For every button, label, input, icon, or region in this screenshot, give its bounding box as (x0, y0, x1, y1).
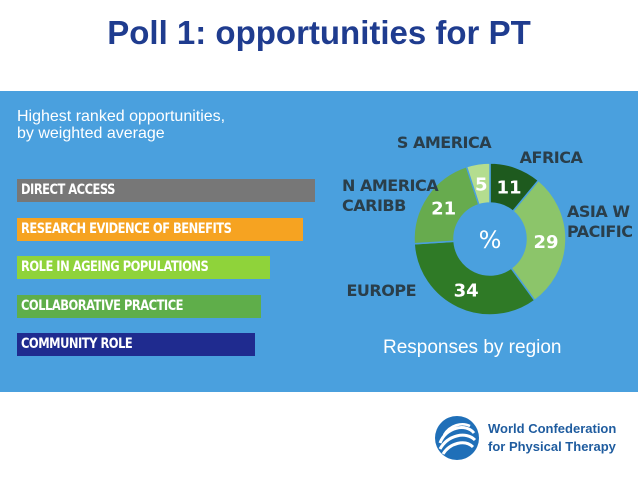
bar-label: RESEARCH EVIDENCE OF BENEFITS (21, 220, 232, 237)
slice-value-label: 5 (475, 175, 488, 196)
slice-value-label: 21 (431, 199, 456, 220)
bar-research-evidence-of-benefits: RESEARCH EVIDENCE OF BENEFITS (17, 217, 303, 241)
bar-label: DIRECT ACCESS (21, 182, 115, 198)
slice-s-america (465, 162, 491, 206)
region-label-africa: AFRICA (520, 148, 584, 167)
donut-center-label: % (479, 226, 502, 254)
bar-label: ROLE IN AGEING POPULATIONS (21, 259, 209, 275)
bar-community-role: COMMUNITY ROLE (17, 333, 255, 356)
wcpt-logo: World Confederation for Physical Therapy (432, 411, 632, 467)
bar-role-in-ageing-populations: ROLE IN AGEING POPULATIONS (17, 256, 270, 279)
region-label-europe: EUROPE (347, 281, 417, 300)
region-donut-chart: 11 29 34 21 5% AFRICA ASIA W PACIFIC EUROPE N AME… (342, 133, 633, 316)
bar-label: COMMUNITY ROLE (21, 336, 133, 352)
bar-direct-access: DIRECT ACCESS (17, 179, 315, 202)
donut-caption: Responses by region (383, 337, 562, 358)
bar-label: COLLABORATIVE PRACTICE (21, 297, 183, 314)
subtitle-line-1: Highest ranked opportunities, (17, 108, 226, 125)
bar-chart-subtitle: Highest ranked opportunities, by weighte… (17, 108, 297, 142)
org-name-line-1: World Confederation (488, 421, 617, 436)
slice-value-label: 29 (533, 232, 558, 253)
slice-europe (413, 240, 536, 316)
subtitle-line-2: by weighted average (17, 125, 165, 142)
infographic-panel: Highest ranked opportunities, by weighte… (0, 91, 638, 392)
region-label-asia-w-pacific: ASIA W PACIFIC (567, 202, 632, 241)
page-title: Poll 1: opportunities for PT (107, 14, 531, 51)
org-name-line-2: for Physical Therapy (488, 439, 616, 454)
region-label-n-america-caribb: N AMERICA CARIBB (342, 176, 439, 215)
wcpt-swirl-logo-icon (435, 416, 479, 460)
slice-value-label: 34 (454, 281, 479, 302)
slice-value-label: 11 (496, 177, 521, 198)
region-label-s-america: S AMERICA (397, 133, 492, 152)
bar-collaborative-practice: COLLABORATIVE PRACTICE (17, 294, 261, 318)
slice-asia-w-pacific (510, 179, 567, 302)
